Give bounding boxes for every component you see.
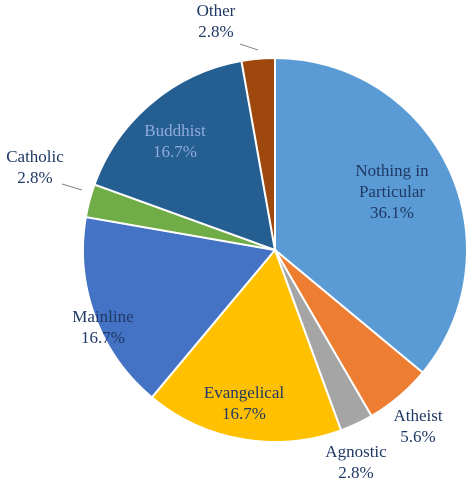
slice-label-catholic: Catholic 2.8% <box>6 147 64 187</box>
slice-label-mainline: Mainline 16.7% <box>72 307 133 347</box>
slice-label-nothing-in-particular: Nothing in Particular 36.1% <box>355 161 429 222</box>
slice-name-agnostic: Agnostic <box>325 442 387 461</box>
slice-value-evangelical: 16.7% <box>222 404 266 423</box>
slice-label-buddhist: Buddhist 16.7% <box>144 121 206 161</box>
slice-value-other: 2.8% <box>198 22 233 41</box>
pie-slice-nothing-in-particular <box>274 56 468 375</box>
slice-label-atheist: Atheist 5.6% <box>393 406 442 446</box>
slices-layer <box>82 56 468 443</box>
slice-name-mainline: Mainline <box>72 307 133 326</box>
slice-name-nothing-in-particular: Particular <box>359 182 425 201</box>
slice-value-buddhist: 16.7% <box>153 142 197 161</box>
pie-slice-evangelical <box>150 248 343 443</box>
leader-lines-layer <box>61 43 259 191</box>
slice-label-other: Other 2.8% <box>197 1 236 41</box>
pie-slice-other <box>240 56 276 251</box>
slice-name-evangelical: Evangelical <box>204 383 285 402</box>
slice-value-catholic: 2.8% <box>17 168 52 187</box>
slice-label-evangelical: Evangelical 16.7% <box>204 383 285 423</box>
slice-name-nothing-in-particular: Nothing in <box>355 161 429 180</box>
pie-slice-buddhist <box>93 59 277 252</box>
slice-label-agnostic: Agnostic 2.8% <box>325 442 387 482</box>
leader-line-catholic <box>61 183 83 191</box>
slice-value-atheist: 5.6% <box>400 427 435 446</box>
slice-value-mainline: 16.7% <box>81 328 125 347</box>
slice-name-atheist: Atheist <box>393 406 442 425</box>
slice-name-other: Other <box>197 1 236 20</box>
slice-value-agnostic: 2.8% <box>338 463 373 482</box>
slice-value-nothing-in-particular: 36.1% <box>370 203 414 222</box>
leader-line-other <box>239 43 259 51</box>
slice-name-catholic: Catholic <box>6 147 64 166</box>
pie-slice-mainline <box>82 215 277 399</box>
labels-layer: Nothing in Particular 36.1% Atheist 5.6% Agno… <box>6 1 443 482</box>
slice-name-buddhist: Buddhist <box>144 121 206 140</box>
